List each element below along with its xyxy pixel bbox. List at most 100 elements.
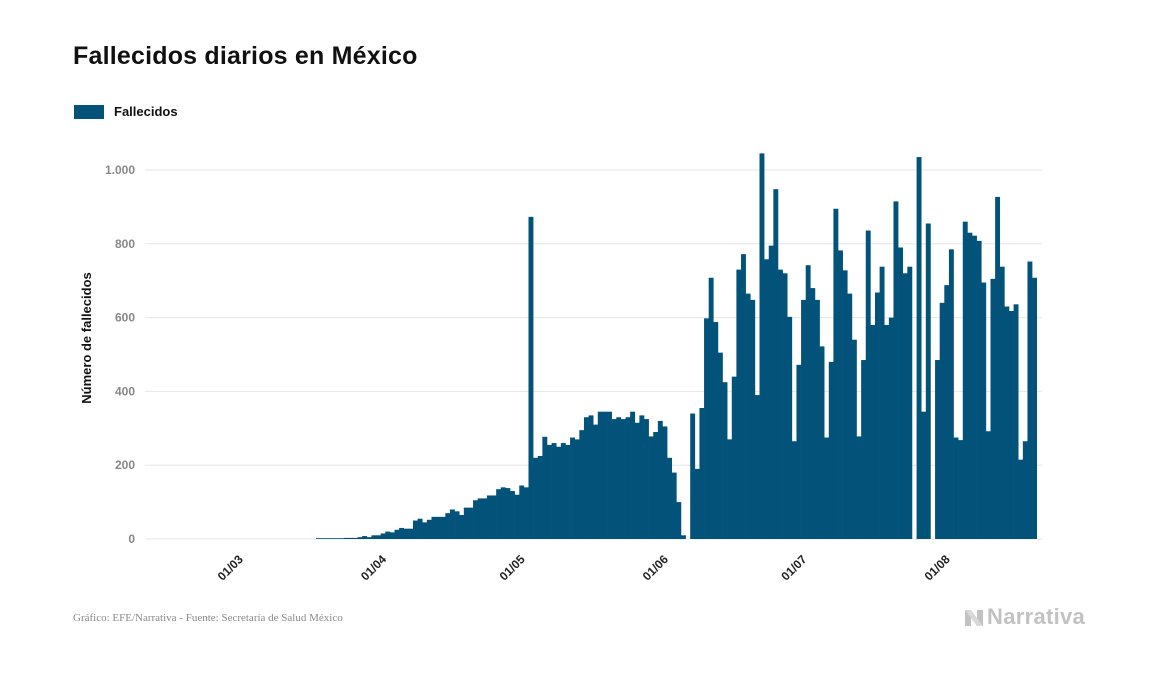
bar [357,537,363,539]
bar [496,489,502,539]
bar [985,431,991,539]
bar [796,364,802,539]
bar [546,444,552,539]
bar [722,382,728,539]
bar [551,443,557,539]
bar [667,457,673,539]
bar [773,189,779,539]
bar [422,522,428,539]
y-tick-label: 0 [128,532,135,546]
bar [482,498,488,539]
bar [389,532,395,539]
bar [440,516,446,539]
x-tick-label: 01/06 [640,552,671,583]
bar [519,485,525,540]
bar [616,417,622,539]
bar [523,487,529,539]
bar [463,507,469,539]
bar [750,299,756,539]
bar [699,408,705,539]
bar [413,520,418,539]
bar [704,318,709,539]
bar [717,352,723,539]
bar [902,273,908,539]
bar [856,436,862,539]
bar [759,153,765,539]
bar [939,302,945,539]
bar [764,259,770,539]
brand-logo: Narrativa [963,604,1085,630]
bar [542,436,548,539]
bar [898,247,904,540]
bar [334,538,340,539]
bar [491,495,497,539]
bar [500,487,506,539]
y-axis-label: Número de fallecidos [79,272,94,403]
bar [449,509,455,539]
bar [560,443,566,539]
bar [625,417,631,539]
bar [1032,277,1037,539]
y-tick-label: 600 [115,311,135,325]
bar [329,538,335,539]
bar [805,265,811,539]
bar [436,516,442,539]
bar [921,411,927,539]
bar [962,221,968,539]
bar [833,208,839,539]
y-tick-label: 800 [115,237,135,251]
bar [630,411,636,539]
bar [454,511,460,539]
bar [352,537,358,539]
y-tick-label: 400 [115,384,135,398]
y-tick-label: 1.000 [105,163,135,177]
brand-name: Narrativa [987,604,1086,629]
bar [777,269,783,539]
bar [875,292,880,539]
bar [1027,261,1033,539]
bar [583,417,589,539]
bar [320,538,326,539]
bar [958,440,964,539]
bar [981,282,987,539]
bars [315,153,1037,540]
bar [851,339,857,539]
bar [907,266,913,539]
bar [916,157,922,539]
bar [417,518,423,539]
x-tick-label: 01/05 [497,552,528,583]
bar [953,437,959,539]
bar [791,441,797,539]
bar [671,472,677,539]
bar [888,317,894,539]
bar [990,278,996,539]
bar [574,439,580,539]
bar [371,535,377,539]
bar [468,507,474,539]
bar [842,270,848,539]
bar [565,444,571,539]
x-tick-label: 01/07 [778,552,809,583]
bar [967,232,973,540]
bar [824,437,830,539]
bar [754,395,760,539]
bar [995,196,1001,539]
bar [399,527,405,539]
bar [348,537,354,539]
bar [948,249,954,539]
bar [708,277,714,539]
x-tick-label: 01/03 [215,552,246,583]
bar [801,299,806,539]
bar [879,266,885,539]
bar [343,537,349,539]
bar [477,498,483,539]
bar [741,254,746,539]
bar [588,415,594,539]
bar [1018,459,1024,539]
bar [644,419,649,539]
bar [690,413,696,539]
bar [999,266,1005,539]
bar [537,455,543,540]
bar [870,324,876,539]
